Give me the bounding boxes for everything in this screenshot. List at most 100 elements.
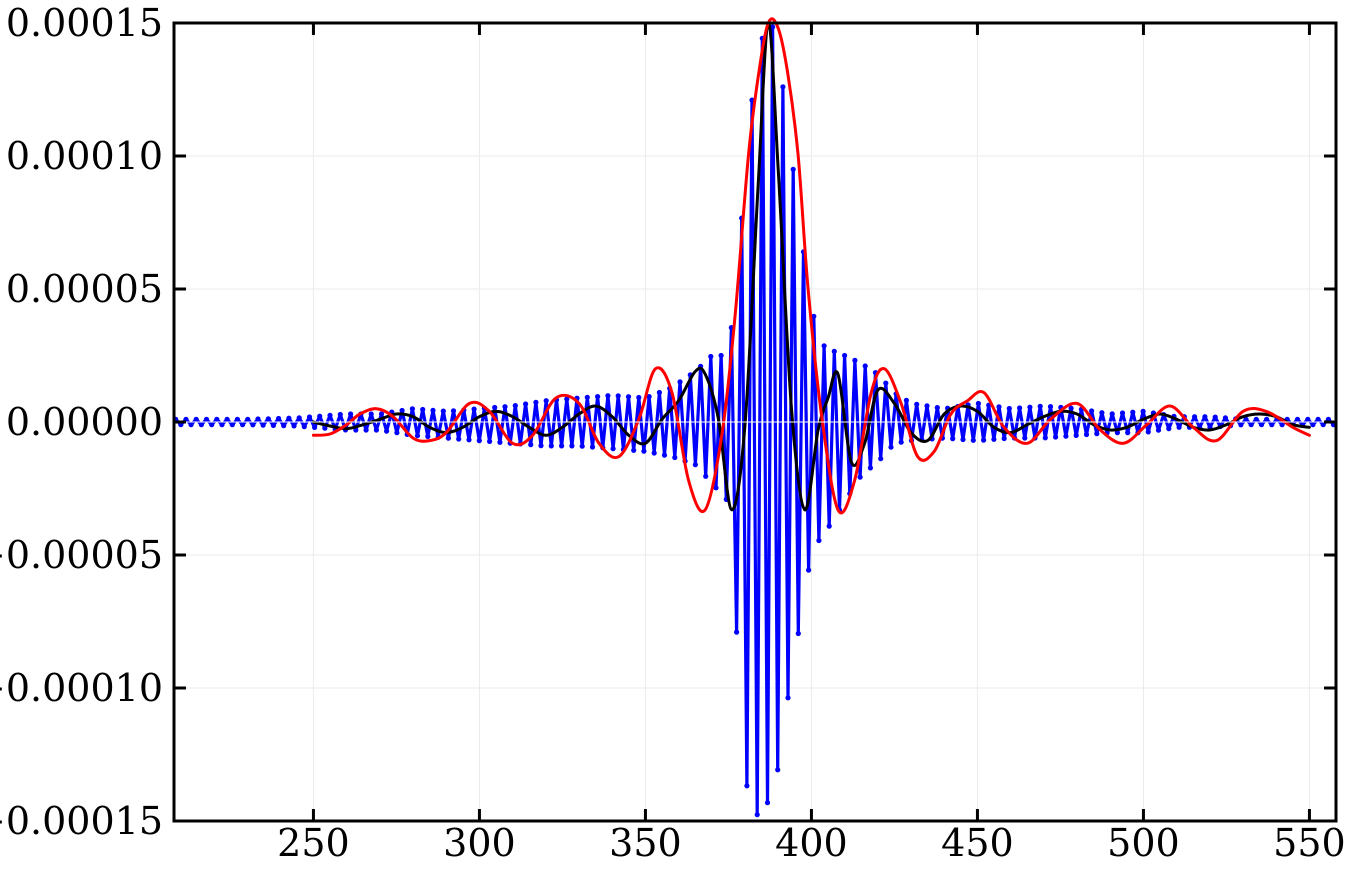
data-point-blue [1083, 431, 1090, 438]
data-point-blue [610, 446, 616, 452]
data-point-blue [322, 425, 328, 431]
series-group [173, 17, 1337, 818]
data-point-blue [466, 437, 472, 443]
data-point-blue [1109, 411, 1115, 417]
data-point-blue [677, 379, 683, 385]
data-point-blue [414, 433, 421, 439]
data-point-blue [713, 485, 719, 491]
data-point-blue [502, 404, 508, 410]
data-point-blue [523, 401, 529, 407]
data-point-blue [744, 783, 750, 789]
data-point-blue [1305, 416, 1311, 422]
data-point-blue [1166, 426, 1172, 432]
data-point-blue [826, 523, 832, 529]
data-point-blue [595, 394, 601, 400]
data-point-blue [260, 422, 266, 428]
data-point-blue [708, 353, 714, 360]
data-point-blue [1243, 416, 1249, 422]
y-tick-label: 0.00005 [6, 267, 163, 311]
data-point-blue [924, 403, 930, 409]
data-point-blue [1155, 427, 1162, 433]
data-point-blue [589, 444, 596, 450]
data-point-blue [399, 407, 405, 414]
data-point-blue [1222, 415, 1228, 421]
data-point-blue [497, 439, 503, 445]
data-point-blue [348, 411, 354, 417]
data-point-blue [1001, 435, 1007, 442]
data-point-blue [569, 443, 575, 449]
data-point-blue [950, 436, 956, 442]
data-point-blue [1125, 430, 1131, 436]
data-point-blue [492, 404, 498, 411]
data-point-blue [1089, 408, 1095, 414]
data-point-blue [1140, 408, 1146, 414]
x-tick-label: 400 [775, 821, 848, 865]
data-point-blue [1258, 422, 1265, 428]
data-point-blue [970, 437, 976, 443]
data-point-blue [193, 416, 199, 422]
data-point-blue [394, 430, 400, 436]
y-tick-label: 0.00015 [6, 1, 163, 45]
data-point-blue [981, 437, 987, 443]
data-point-blue [1176, 424, 1182, 430]
y-tick-label: 0.00010 [6, 134, 163, 178]
x-tick-label: 250 [277, 821, 350, 865]
y-tick-label: 0.00000 [6, 400, 163, 444]
x-tick-label: 550 [1273, 821, 1346, 865]
data-point-blue [1068, 405, 1074, 411]
data-point-blue [1294, 416, 1301, 422]
data-point-blue [811, 313, 817, 319]
data-point-blue [312, 424, 318, 430]
y-tick-label: −0.00010 [0, 666, 163, 710]
data-point-blue [214, 416, 220, 422]
data-point-blue [250, 422, 256, 428]
data-point-blue [188, 422, 194, 428]
data-point-blue [1022, 435, 1028, 441]
data-point-blue [636, 394, 642, 401]
data-point-blue [1212, 414, 1218, 420]
data-point-blue [240, 422, 246, 428]
data-point-blue [1264, 416, 1270, 422]
data-point-blue [533, 399, 539, 405]
data-point-blue [914, 401, 920, 407]
data-point-blue [538, 443, 544, 449]
data-point-blue [363, 427, 369, 433]
data-point-blue [512, 403, 518, 409]
data-point-blue [579, 443, 585, 449]
series-line-black [311, 21, 1311, 512]
data-point-blue [888, 444, 894, 450]
data-point-blue [373, 427, 379, 433]
data-point-blue [203, 416, 210, 422]
data-point-blue [445, 435, 451, 441]
data-point-blue [1269, 422, 1275, 428]
data-point-blue [543, 398, 549, 404]
data-point-blue [409, 406, 415, 412]
data-point-blue [806, 567, 812, 573]
data-point-blue [898, 439, 904, 445]
data-point-blue [764, 800, 771, 806]
data-point-blue [703, 473, 709, 479]
data-point-blue [646, 394, 652, 400]
data-point-blue [780, 84, 786, 90]
data-point-blue [1145, 429, 1151, 435]
data-point-blue [996, 404, 1002, 410]
series-blue-markers [173, 24, 1337, 818]
data-point-blue [1017, 405, 1023, 411]
data-point-blue [1094, 431, 1100, 437]
data-point-blue [234, 416, 240, 422]
data-point-blue [1248, 422, 1254, 428]
data-point-blue [317, 413, 323, 419]
data-point-blue [1037, 403, 1043, 409]
data-point-blue [795, 630, 801, 637]
data-point-blue [857, 474, 863, 480]
x-tick-label: 350 [609, 821, 682, 865]
data-point-blue [1279, 422, 1285, 428]
data-point-blue [450, 408, 457, 414]
data-point-blue [476, 438, 482, 444]
data-point-blue [1027, 404, 1033, 410]
data-point-blue [368, 411, 374, 417]
y-tick-label: −0.00015 [0, 799, 163, 843]
data-point-blue [559, 443, 565, 449]
